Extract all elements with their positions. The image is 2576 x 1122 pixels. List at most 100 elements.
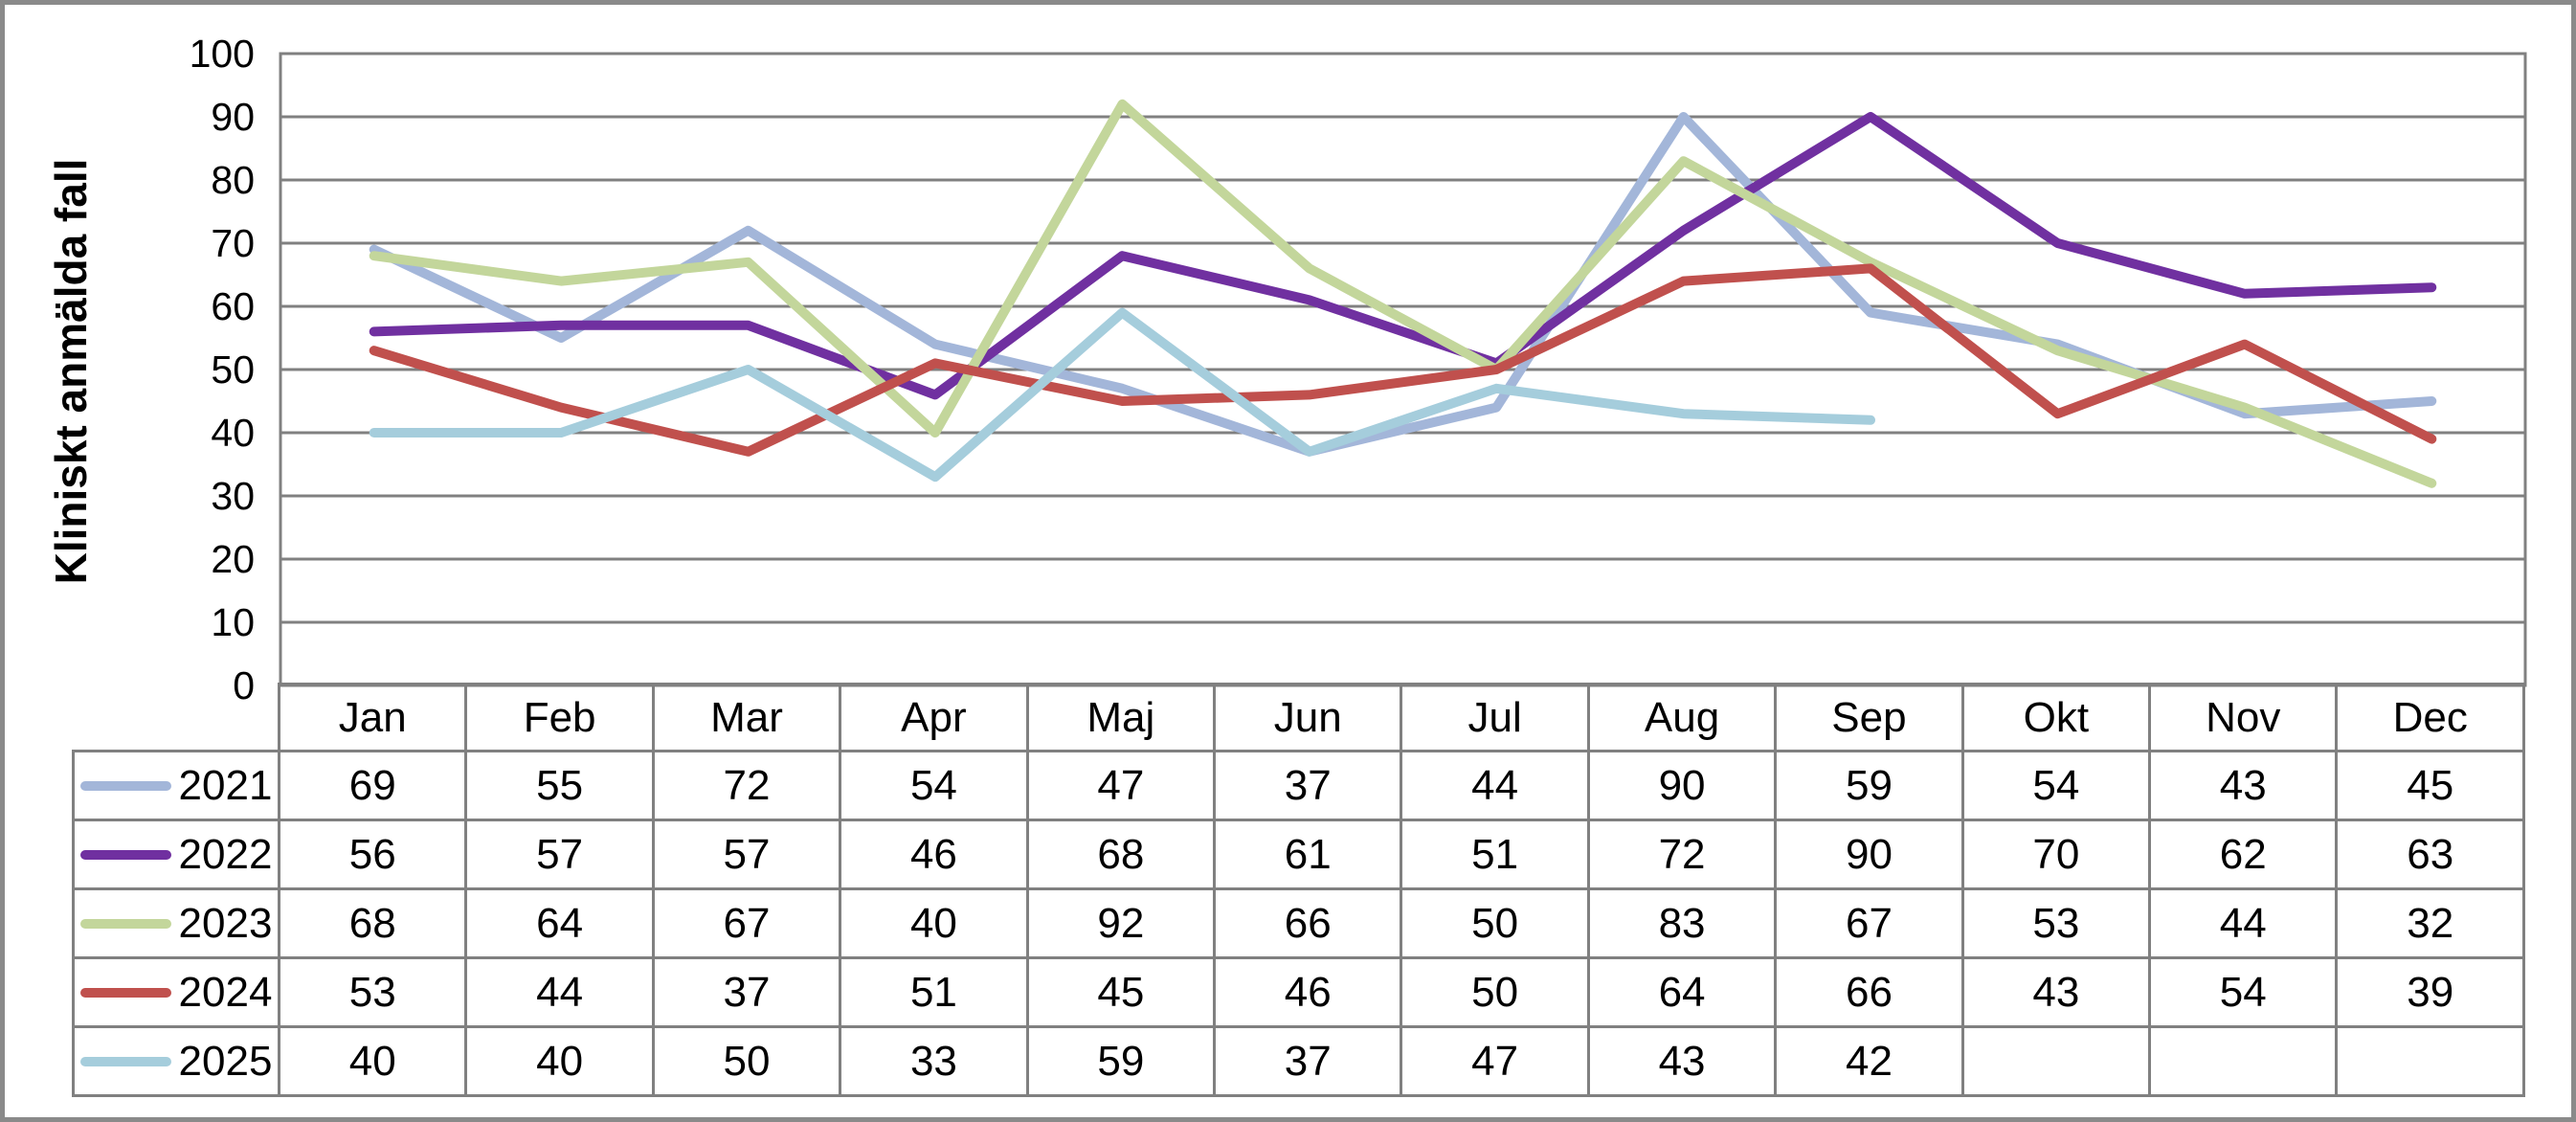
value-cell-2022-sep: 90 [1774, 819, 1964, 890]
value-cell-2025-maj: 59 [1025, 1025, 1217, 1097]
month-header-feb: Feb [464, 683, 655, 752]
value-cell-2024-mar: 37 [651, 956, 842, 1028]
value-cell-2024-dec: 39 [2335, 956, 2525, 1028]
value-cell-2024-jun: 46 [1213, 956, 1403, 1028]
series-label: 2025 [178, 1037, 273, 1085]
value-cell-2025-nov [2148, 1025, 2339, 1097]
table-row-2025: 2025 40 40 50 33 59 37 47 43 42 [72, 1025, 2525, 1097]
value-cell-2024-jan: 53 [277, 956, 468, 1028]
value-cell-2022-feb: 57 [464, 819, 655, 890]
y-tick-100: 100 [189, 32, 255, 76]
y-tick-40: 40 [211, 411, 255, 455]
value-cell-2024-jul: 50 [1400, 956, 1590, 1028]
value-cell-2023-nov: 44 [2148, 887, 2339, 959]
y-tick-30: 30 [211, 474, 255, 518]
legend-entry: 2021 [77, 761, 277, 810]
month-header-apr: Apr [839, 683, 1029, 752]
series-line-2024 [369, 263, 2437, 457]
value-cell-2021-maj: 47 [1025, 750, 1217, 821]
value-cell-2023-jan: 68 [277, 887, 468, 959]
legend-cell-2024: 2024 [72, 956, 280, 1028]
table-row-2023: 2023 68 64 67 40 92 66 50 83 67 53 44 32 [72, 887, 2525, 959]
value-cell-2025-mar: 50 [651, 1025, 842, 1097]
value-cell-2021-apr: 54 [839, 750, 1029, 821]
month-header-sep: Sep [1774, 683, 1964, 752]
series-label: 2023 [178, 899, 273, 947]
value-cell-2021-sep: 59 [1774, 750, 1964, 821]
table-row-2021: 2021 69 55 72 54 47 37 44 90 59 54 43 45 [72, 750, 2525, 821]
value-cell-2021-jun: 37 [1213, 750, 1403, 821]
value-cell-2025-sep: 42 [1774, 1025, 1964, 1097]
value-cell-2021-nov: 43 [2148, 750, 2339, 821]
table-body: 2021 69 55 72 54 47 37 44 90 59 54 43 45 2022 56 57 57 46… [72, 750, 2525, 1097]
value-cell-2025-okt [1960, 1025, 2152, 1097]
legend-cell-2022: 2022 [72, 819, 280, 890]
month-header-jan: Jan [277, 683, 468, 752]
value-cell-2023-apr: 40 [839, 887, 1029, 959]
series-label: 2021 [178, 761, 273, 809]
legend-cell-2023: 2023 [72, 887, 280, 959]
series-label: 2024 [178, 968, 273, 1016]
value-cell-2024-aug: 64 [1586, 956, 1778, 1028]
legend-entry: 2025 [77, 1037, 277, 1086]
table-corner-blank [74, 684, 280, 752]
value-cell-2023-sep: 67 [1774, 887, 1964, 959]
value-cell-2022-jan: 56 [277, 819, 468, 890]
legend-entry: 2024 [77, 968, 277, 1017]
value-cell-2024-sep: 66 [1774, 956, 1964, 1028]
month-header-okt: Okt [1960, 683, 2152, 752]
value-cell-2021-aug: 90 [1586, 750, 1778, 821]
legend-cell-2025: 2025 [72, 1025, 280, 1097]
legend-line-swatch-2022 [79, 849, 171, 860]
month-header-nov: Nov [2148, 683, 2339, 752]
value-cell-2023-maj: 92 [1025, 887, 1217, 959]
value-cell-2023-dec: 32 [2335, 887, 2525, 959]
value-cell-2022-maj: 68 [1025, 819, 1217, 890]
table-header-row: Jan Feb Mar Apr Maj Jun Jul Aug Sep Okt Nov Dec [74, 683, 2525, 752]
value-cell-2025-aug: 43 [1586, 1025, 1778, 1097]
series-line-2021 [369, 112, 2437, 457]
legend-line-swatch-2024 [79, 987, 171, 998]
legend-line-swatch-2025 [79, 1056, 171, 1066]
month-header-jun: Jun [1213, 683, 1403, 752]
value-cell-2021-jul: 44 [1400, 750, 1590, 821]
value-cell-2022-jul: 51 [1400, 819, 1590, 890]
y-tick-60: 60 [211, 284, 255, 328]
value-cell-2025-apr: 33 [839, 1025, 1029, 1097]
value-cell-2022-jun: 61 [1213, 819, 1403, 890]
month-header-maj: Maj [1025, 683, 1217, 752]
y-tick-70: 70 [211, 221, 255, 265]
value-cell-2025-jul: 47 [1400, 1025, 1590, 1097]
value-cell-2023-aug: 83 [1586, 887, 1778, 959]
legend-line-swatch-2023 [79, 918, 171, 929]
value-cell-2021-jan: 69 [277, 750, 468, 821]
value-cell-2022-dec: 63 [2335, 819, 2525, 890]
value-cell-2021-mar: 72 [651, 750, 842, 821]
series-line-2025 [369, 307, 1876, 482]
value-cell-2022-mar: 57 [651, 819, 842, 890]
month-header-jul: Jul [1400, 683, 1590, 752]
value-cell-2024-nov: 54 [2148, 956, 2339, 1028]
value-cell-2024-feb: 44 [464, 956, 655, 1028]
data-table: Jan Feb Mar Apr Maj Jun Jul Aug Sep Okt Nov Dec 202… [72, 683, 2525, 1097]
value-cell-2021-dec: 45 [2335, 750, 2525, 821]
value-cell-2023-mar: 67 [651, 887, 842, 959]
value-cell-2022-apr: 46 [839, 819, 1029, 890]
y-tick-0: 0 [233, 663, 255, 707]
value-cell-2022-okt: 70 [1960, 819, 2152, 890]
legend-cell-2021: 2021 [72, 750, 280, 821]
value-cell-2022-aug: 72 [1586, 819, 1778, 890]
y-tick-50: 50 [211, 348, 255, 392]
value-cell-2025-jan: 40 [277, 1025, 468, 1097]
month-header-mar: Mar [651, 683, 842, 752]
value-cell-2021-feb: 55 [464, 750, 655, 821]
table-row-2024: 2024 53 44 37 51 45 46 50 64 66 43 54 39 [72, 956, 2525, 1028]
legend-line-swatch-2021 [79, 780, 171, 791]
value-cell-2023-feb: 64 [464, 887, 655, 959]
value-cell-2024-apr: 51 [839, 956, 1029, 1028]
month-header-aug: Aug [1586, 683, 1778, 752]
value-cell-2025-jun: 37 [1213, 1025, 1403, 1097]
series-line-2022 [369, 112, 2437, 400]
